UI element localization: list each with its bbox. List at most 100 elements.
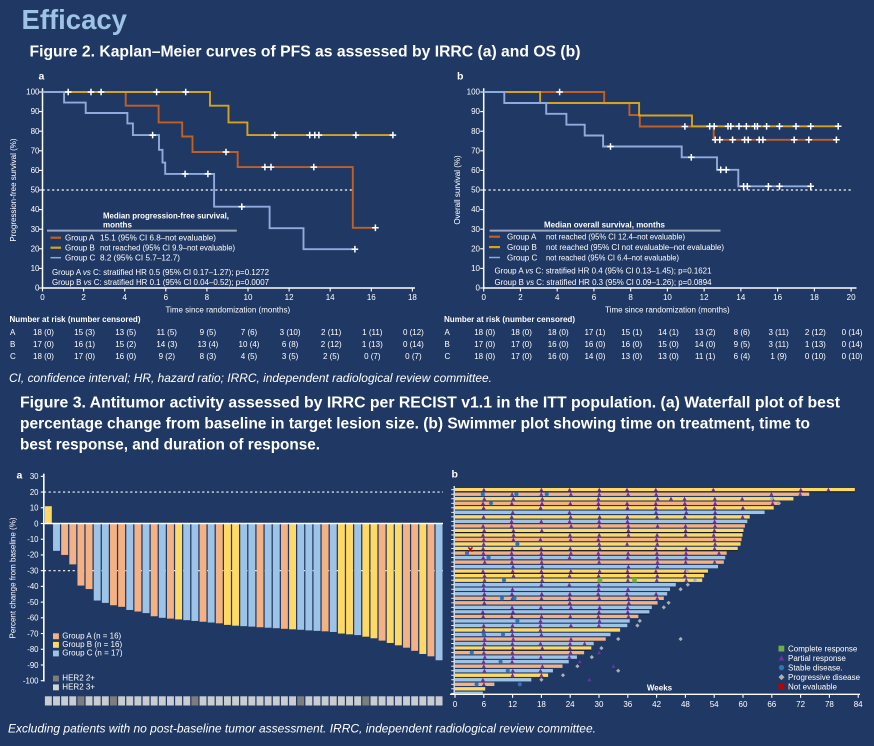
svg-text:C: C: [445, 352, 451, 361]
svg-text:50: 50: [31, 186, 40, 195]
svg-text:50: 50: [471, 186, 480, 195]
svg-text:0 (10): 0 (10): [842, 352, 863, 361]
svg-text:-100: -100: [23, 677, 39, 686]
svg-text:40: 40: [471, 205, 480, 214]
svg-text:not reached (95% CI 6.4–not ev: not reached (95% CI 6.4–not evaluable): [546, 253, 679, 262]
svg-text:30: 30: [595, 700, 604, 709]
svg-text:12: 12: [700, 293, 709, 302]
svg-text:Stable disease.: Stable disease.: [788, 664, 843, 673]
svg-text:11 (1): 11 (1): [695, 352, 716, 361]
svg-text:Overall survival (%): Overall survival (%): [453, 155, 462, 225]
svg-text:90: 90: [471, 107, 480, 116]
svg-text:18: 18: [537, 700, 546, 709]
svg-text:17 (0): 17 (0): [511, 340, 532, 349]
svg-text:0: 0: [40, 293, 45, 302]
svg-text:0 (12): 0 (12): [403, 328, 424, 337]
svg-text:0 (14): 0 (14): [842, 328, 863, 337]
svg-text:84: 84: [854, 700, 863, 709]
svg-text:Median overall survival, month: Median overall survival, months: [544, 221, 666, 230]
svg-text:54: 54: [710, 700, 719, 709]
svg-text:14 (1): 14 (1): [658, 328, 679, 337]
svg-text:9 (5): 9 (5): [734, 340, 751, 349]
svg-text:18 (0): 18 (0): [474, 328, 495, 337]
svg-text:17 (0): 17 (0): [511, 352, 532, 361]
svg-text:15 (2): 15 (2): [115, 340, 136, 349]
svg-text:9 (2): 9 (2): [159, 352, 176, 361]
svg-text:2 (11): 2 (11): [321, 328, 342, 337]
svg-text:16 (0): 16 (0): [115, 352, 136, 361]
svg-text:Progressive disease: Progressive disease: [788, 673, 861, 682]
svg-text:HER2 2+: HER2 2+: [62, 674, 95, 683]
svg-text:100: 100: [26, 88, 40, 97]
svg-text:-60: -60: [27, 614, 39, 623]
svg-text:Percent change from baseline (: Percent change from baseline (%): [9, 517, 18, 638]
svg-text:Group A vs C: stratified HR 0.: Group A vs C: stratified HR 0.4 (95% CI …: [495, 267, 713, 276]
svg-text:12: 12: [285, 293, 294, 302]
svg-text:0: 0: [453, 700, 458, 709]
svg-text:6: 6: [482, 700, 487, 709]
svg-text:17 (0): 17 (0): [474, 340, 495, 349]
svg-text:Group A vs C: stratified HR 0.: Group A vs C: stratified HR 0.5 (95% CI …: [52, 268, 270, 277]
svg-text:Group C: Group C: [507, 253, 537, 262]
svg-text:percentage change from baselin: percentage change from baseline in targe…: [20, 416, 810, 433]
svg-text:0: 0: [35, 284, 40, 293]
svg-text:14 (0): 14 (0): [695, 340, 716, 349]
svg-text:6 (4): 6 (4): [734, 352, 751, 361]
svg-text:14 (3): 14 (3): [156, 340, 177, 349]
svg-text:Group B vs C: stratified HR 0.: Group B vs C: stratified HR 0.1 (95% CI …: [52, 278, 270, 287]
svg-text:A: A: [445, 328, 451, 337]
svg-text:70: 70: [471, 146, 480, 155]
svg-text:-40: -40: [27, 582, 39, 591]
svg-text:2: 2: [518, 293, 523, 302]
svg-text:-30: -30: [27, 566, 39, 575]
svg-text:C: C: [10, 352, 16, 361]
svg-text:Figure 3. Antitumor activity a: Figure 3. Antitumor activity assessed by…: [20, 395, 841, 412]
svg-text:a: a: [39, 71, 45, 83]
svg-text:18 (0): 18 (0): [511, 328, 532, 337]
svg-text:0: 0: [481, 293, 486, 302]
svg-text:Not evaluable: Not evaluable: [788, 683, 837, 692]
svg-text:13 (0): 13 (0): [621, 352, 642, 361]
svg-text:2 (5): 2 (5): [323, 352, 340, 361]
svg-text:66: 66: [767, 700, 776, 709]
svg-text:8.2 (95% CI 5.7–12.7): 8.2 (95% CI 5.7–12.7): [100, 254, 180, 263]
svg-text:Partial response: Partial response: [788, 654, 846, 663]
svg-text:30: 30: [31, 225, 40, 234]
svg-text:-20: -20: [27, 551, 39, 560]
svg-text:15 (1): 15 (1): [621, 328, 642, 337]
svg-text:B: B: [445, 340, 450, 349]
svg-text:0 (7): 0 (7): [364, 352, 381, 361]
svg-text:Group C: Group C: [65, 254, 95, 263]
svg-text:3 (10): 3 (10): [280, 328, 301, 337]
svg-text:Group A (n = 16): Group A (n = 16): [62, 631, 121, 640]
svg-text:Group B: Group B: [507, 243, 537, 252]
svg-text:Number at risk (number censore: Number at risk (number censored): [10, 315, 141, 324]
svg-text:7 (6): 7 (6): [241, 328, 258, 337]
svg-text:18 (0): 18 (0): [474, 352, 495, 361]
svg-text:not reached (95% CI not evalua: not reached (95% CI not evaluable–not ev…: [546, 243, 724, 252]
svg-text:17 (0): 17 (0): [74, 352, 95, 361]
svg-text:60: 60: [471, 166, 480, 175]
svg-text:17 (0): 17 (0): [33, 340, 54, 349]
svg-text:9 (5): 9 (5): [200, 328, 217, 337]
svg-text:18 (0): 18 (0): [33, 352, 54, 361]
svg-text:80: 80: [31, 127, 40, 136]
svg-text:70: 70: [31, 146, 40, 155]
svg-text:11 (5): 11 (5): [157, 328, 178, 337]
svg-text:Complete response: Complete response: [788, 645, 858, 654]
svg-text:10: 10: [663, 293, 672, 302]
svg-text:Median progression-free surviv: Median progression-free survival,: [103, 212, 229, 221]
svg-text:16 (0): 16 (0): [584, 340, 605, 349]
svg-text:60: 60: [31, 166, 40, 175]
svg-text:14: 14: [736, 293, 745, 302]
svg-text:8 (3): 8 (3): [200, 352, 217, 361]
svg-text:4: 4: [122, 293, 127, 302]
svg-text:Group C (n = 17): Group C (n = 17): [62, 649, 123, 658]
svg-text:6 (8): 6 (8): [282, 340, 299, 349]
svg-text:18: 18: [810, 293, 819, 302]
svg-text:Time since randomization (mont: Time since randomization (months): [165, 306, 290, 315]
svg-text:100: 100: [467, 88, 481, 97]
svg-text:2: 2: [81, 293, 86, 302]
svg-text:60: 60: [739, 700, 748, 709]
svg-text:10: 10: [30, 504, 39, 513]
